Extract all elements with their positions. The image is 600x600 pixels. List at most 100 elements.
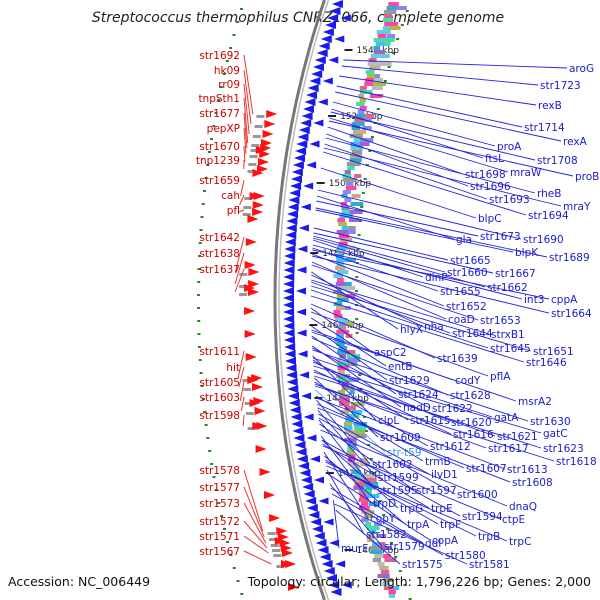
feature-box: [345, 286, 356, 290]
tick-mark: [344, 49, 353, 51]
forward-gene-arrow: [287, 583, 299, 591]
left-gene-label: str1577: [199, 482, 240, 494]
reverse-gene-arrow: [294, 441, 306, 449]
feature-box: [243, 206, 252, 209]
backbone-ring: [273, 0, 326, 600]
right-leader-line: [325, 461, 477, 537]
reverse-gene-arrow: [327, 14, 339, 22]
gc-dot: [197, 294, 200, 296]
feature-box: [358, 94, 365, 98]
forward-gene-arrow: [252, 383, 263, 391]
gc-dot: [363, 178, 367, 180]
feature-box: [370, 54, 381, 58]
right-gene-label: str1624: [398, 389, 439, 401]
feature-box: [343, 422, 352, 426]
right-leader-line: [335, 509, 401, 565]
gc-dot: [201, 203, 205, 205]
gc-dot: [222, 73, 226, 75]
right-leader-line: [312, 357, 493, 418]
feature-box: [345, 306, 351, 310]
right-leader-line: [312, 237, 486, 288]
feature-box: [354, 174, 362, 178]
feature-box: [359, 106, 367, 110]
forward-gene-arrow: [266, 110, 278, 118]
left-leader-line: [234, 252, 245, 285]
feature-box: [384, 10, 397, 14]
feature-box: [367, 62, 380, 66]
reverse-gene-arrow: [290, 413, 302, 421]
gc-dot: [200, 385, 204, 387]
feature-box: [361, 518, 369, 522]
reverse-gene-arrow: [288, 392, 299, 400]
feature-box: [367, 494, 380, 498]
feature-box: [239, 273, 248, 276]
map-title: Streptococcus thermophilus CNRZ1066, com…: [92, 10, 504, 26]
feature-box: [336, 374, 350, 378]
reverse-gene-arrow: [287, 203, 299, 211]
reverse-gene-arrow: [291, 420, 303, 428]
reverse-gene-arrow: [304, 98, 316, 106]
gc-dot: [355, 290, 359, 292]
right-leader-line: [311, 255, 550, 314]
reverse-gene-arrow: [329, 7, 341, 15]
feature-box: [377, 574, 390, 578]
right-leader-line: [312, 253, 445, 307]
feature-box: [369, 546, 384, 550]
left-leader-line: [238, 209, 245, 213]
left-gene-labels: str1692 hk09 rr09 tnpSth1 str1677 pepXP str167…: [196, 50, 272, 565]
right-gene-label: str1594: [462, 511, 503, 523]
reverse-gene-arrow: [307, 84, 319, 92]
right-leader-line: [313, 227, 449, 261]
reverse-gene-arrow: [322, 77, 333, 85]
tick-mark: [314, 397, 323, 399]
feature-box: [378, 62, 392, 66]
gc-dot: [199, 229, 203, 231]
feature-box: [337, 278, 344, 282]
feature-box: [354, 426, 366, 430]
right-leader-line: [332, 499, 340, 549]
left-leader-line: [243, 69, 252, 125]
right-gene-label: codY: [455, 375, 481, 387]
right-leader-line: [313, 235, 446, 273]
feature-box: [376, 30, 391, 34]
right-leader-line: [311, 331, 517, 402]
gc-dot: [387, 66, 391, 68]
accession-text: Accession: NC_006449: [8, 574, 150, 589]
forward-gene-arrow: [247, 376, 259, 384]
feature-box: [337, 218, 346, 222]
reverse-gene-arrow: [306, 161, 317, 169]
feature-box: [337, 270, 349, 274]
gc-dot: [357, 234, 361, 236]
feature-box: [351, 470, 362, 474]
feature-box: [383, 578, 393, 582]
feature-box: [364, 514, 373, 518]
right-gene-label: dnaQ: [509, 501, 537, 513]
feature-box: [349, 390, 355, 394]
gc-dot: [240, 593, 244, 595]
right-gene-label: str1696: [470, 181, 511, 193]
gc-dot: [203, 190, 206, 192]
feature-box: [346, 162, 361, 166]
feature-box: [343, 178, 357, 182]
gc-dot: [214, 489, 218, 491]
feature-box: [374, 554, 383, 558]
right-leader-line: [312, 249, 550, 300]
feature-box: [267, 532, 276, 535]
forward-gene-arrow: [262, 130, 274, 138]
right-gene-label: trpE: [431, 503, 453, 515]
feature-box: [388, 594, 395, 598]
gc-dot: [199, 372, 203, 374]
left-leader-line: [239, 194, 245, 206]
feature-box: [366, 74, 379, 78]
forward-gene-arrow: [282, 549, 293, 557]
reverse-gene-arrow: [316, 49, 328, 57]
feature-box: [386, 6, 397, 10]
left-leader-line: [243, 502, 267, 544]
feature-box: [335, 318, 348, 322]
reverse-gene-arrow: [295, 147, 307, 155]
feature-box: [370, 550, 383, 554]
feature-box: [336, 262, 344, 266]
gc-dot: [236, 580, 240, 582]
feature-box: [346, 414, 360, 418]
reverse-gene-arrow: [314, 476, 324, 484]
